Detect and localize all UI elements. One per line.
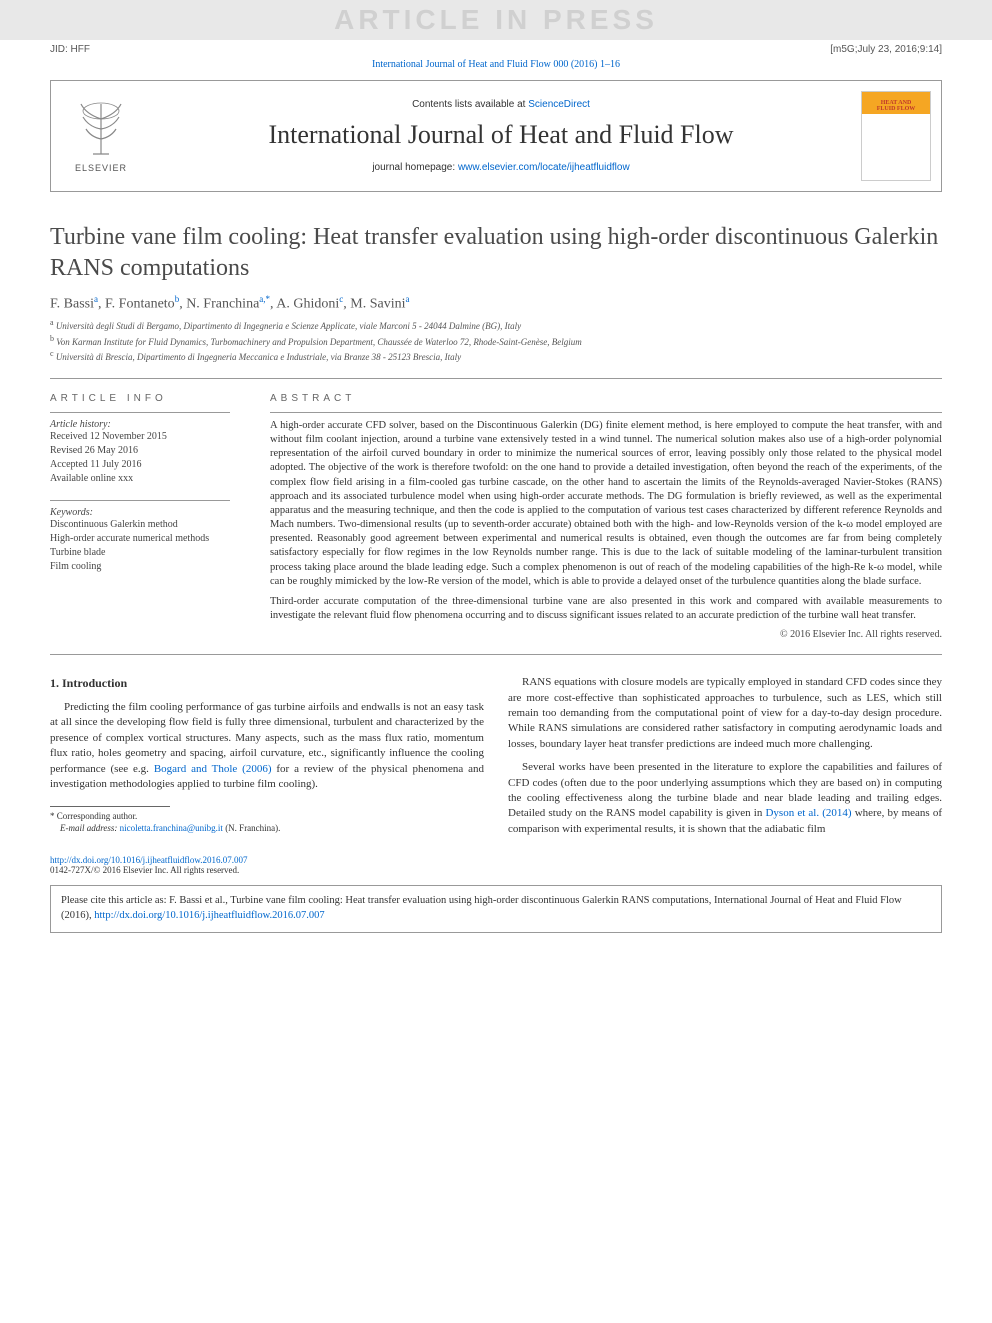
affiliation-line: c Università di Brescia, Dipartimento di… [50,348,942,364]
bogard-thole-link[interactable]: Bogard and Thole (2006) [154,763,272,775]
journal-citation-link: International Journal of Heat and Fluid … [0,57,992,80]
info-divider-2 [50,500,230,501]
affiliations: a Università degli Studi di Bergamo, Dip… [50,317,942,364]
article-info-col: ARTICLE INFO Article history: Received 1… [50,393,250,640]
top-meta-row: JID: HFF [m5G;July 23, 2016;9:14] [0,40,992,57]
intro-heading: 1. Introduction [50,675,484,692]
intro-left-p1: Predicting the film cooling performance … [50,700,484,792]
email-label: E-mail address: [60,823,120,833]
online-date: Available online xxx [50,472,250,486]
cite-doi-link[interactable]: http://dx.doi.org/10.1016/j.ijheatfluidf… [94,910,324,921]
abstract-p1: A high-order accurate CFD solver, based … [270,419,942,589]
header-center: Contents lists available at ScienceDirec… [141,99,861,173]
article-title: Turbine vane film cooling: Heat transfer… [50,222,942,284]
keyword-2: Turbine blade [50,546,250,560]
journal-cover-thumb: HEAT AND FLUID FLOW [861,91,931,181]
abstract-copyright: © 2016 Elsevier Inc. All rights reserved… [270,629,942,640]
abstract-col: ABSTRACT A high-order accurate CFD solve… [270,393,942,640]
authors-list: F. Bassia, F. Fontanetob, N. Franchinaa,… [50,294,942,313]
accepted-date: Accepted 11 July 2016 [50,458,250,472]
keyword-0: Discontinuous Galerkin method [50,518,250,532]
abstract-p2: Third-order accurate computation of the … [270,595,942,623]
homepage-link[interactable]: www.elsevier.com/locate/ijheatfluidflow [458,162,630,173]
elsevier-logo: ELSEVIER [61,91,141,181]
keyword-3: Film cooling [50,560,250,574]
body-col-right: RANS equations with closure models are t… [508,675,942,845]
issn-line: 0142-727X/© 2016 Elsevier Inc. All right… [50,865,239,875]
keywords-label: Keywords: [50,507,250,518]
history-label: Article history: [50,419,250,430]
abstract-text: A high-order accurate CFD solver, based … [270,419,942,623]
sciencedirect-prefix: Contents lists available at [412,99,528,110]
abstract-divider [270,412,942,413]
info-divider-1 [50,412,230,413]
divider-bottom [50,654,942,655]
email-note: E-mail address: nicoletta.franchina@unib… [50,823,484,835]
cite-box: Please cite this article as: F. Bassi et… [50,885,942,932]
keywords-block: Keywords: Discontinuous Galerkin method … [50,500,250,574]
abstract-heading: ABSTRACT [270,393,942,404]
homepage-prefix: journal homepage: [372,162,458,173]
body-col-left: 1. Introduction Predicting the film cool… [50,675,484,845]
journal-name: International Journal of Heat and Fluid … [141,120,861,150]
journal-citation-anchor[interactable]: International Journal of Heat and Fluid … [372,59,620,70]
doi-link[interactable]: http://dx.doi.org/10.1016/j.ijheatfluidf… [50,855,248,865]
dyson-link[interactable]: Dyson et al. (2014) [765,807,851,819]
sciencedirect-line: Contents lists available at ScienceDirec… [141,99,861,110]
cover-title-line2: FLUID FLOW [877,106,916,112]
footnote-divider [50,806,170,807]
info-abstract-row: ARTICLE INFO Article history: Received 1… [50,393,942,640]
affiliation-line: b Von Karman Institute for Fluid Dynamic… [50,333,942,349]
journal-header-box: ELSEVIER Contents lists available at Sci… [50,80,942,192]
doi-block: http://dx.doi.org/10.1016/j.ijheatfluidf… [50,855,942,875]
elsevier-tree-icon [71,99,131,159]
revised-date: Revised 26 May 2016 [50,444,250,458]
affiliation-line: a Università degli Studi di Bergamo, Dip… [50,317,942,333]
divider-top [50,378,942,379]
sciencedirect-link[interactable]: ScienceDirect [528,99,590,110]
received-date: Received 12 November 2015 [50,430,250,444]
article-in-press-banner: ARTICLE IN PRESS [0,0,992,40]
email-suffix: (N. Franchina). [223,823,280,833]
email-link[interactable]: nicoletta.franchina@unibg.it [120,823,223,833]
body-columns: 1. Introduction Predicting the film cool… [50,675,942,845]
intro-right-p1: RANS equations with closure models are t… [508,675,942,752]
jid-label: JID: HFF [50,44,90,55]
elsevier-label: ELSEVIER [75,163,127,173]
intro-right-p2: Several works have been presented in the… [508,760,942,837]
keyword-1: High-order accurate numerical methods [50,532,250,546]
article-info-heading: ARTICLE INFO [50,393,250,404]
corresponding-author-note: * Corresponding author. [50,811,484,823]
build-stamp: [m5G;July 23, 2016;9:14] [830,44,942,55]
homepage-line: journal homepage: www.elsevier.com/locat… [141,162,861,173]
